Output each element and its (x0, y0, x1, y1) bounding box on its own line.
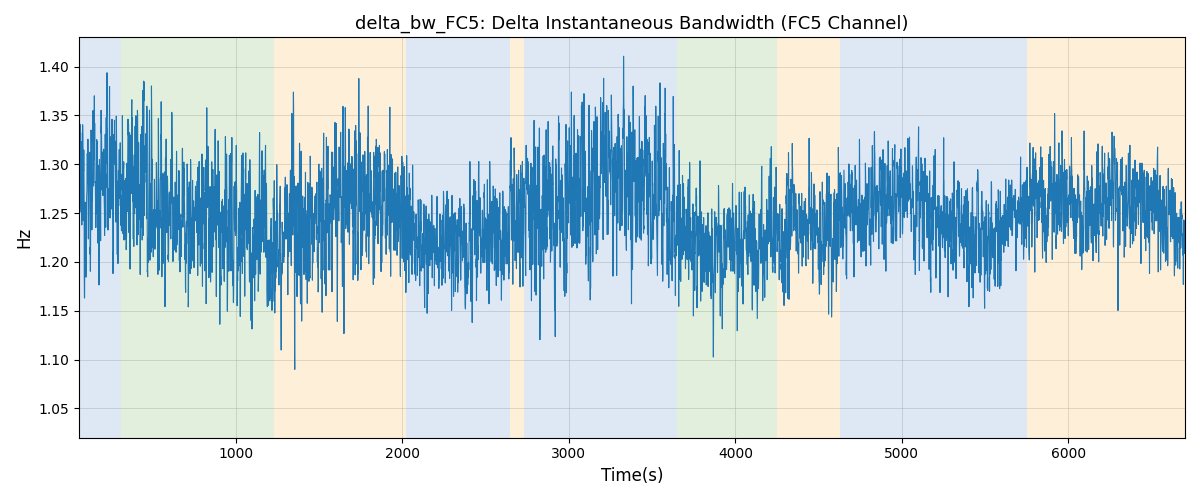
Bar (274, 38, 406, 438)
X-axis label: Time(s): Time(s) (601, 467, 664, 485)
Title: delta_bw_FC5: Delta Instantaneous Bandwidth (FC5 Channel): delta_bw_FC5: Delta Instantaneous Bandwi… (355, 15, 908, 34)
Bar (79, 38, 121, 438)
Bar (510, 38, 524, 438)
Bar (121, 38, 274, 438)
Bar (406, 38, 510, 438)
Bar (776, 38, 840, 438)
Bar (840, 38, 1027, 438)
Bar (677, 38, 776, 438)
Bar (1027, 38, 1184, 438)
Bar (524, 38, 677, 438)
Y-axis label: Hz: Hz (14, 227, 32, 248)
